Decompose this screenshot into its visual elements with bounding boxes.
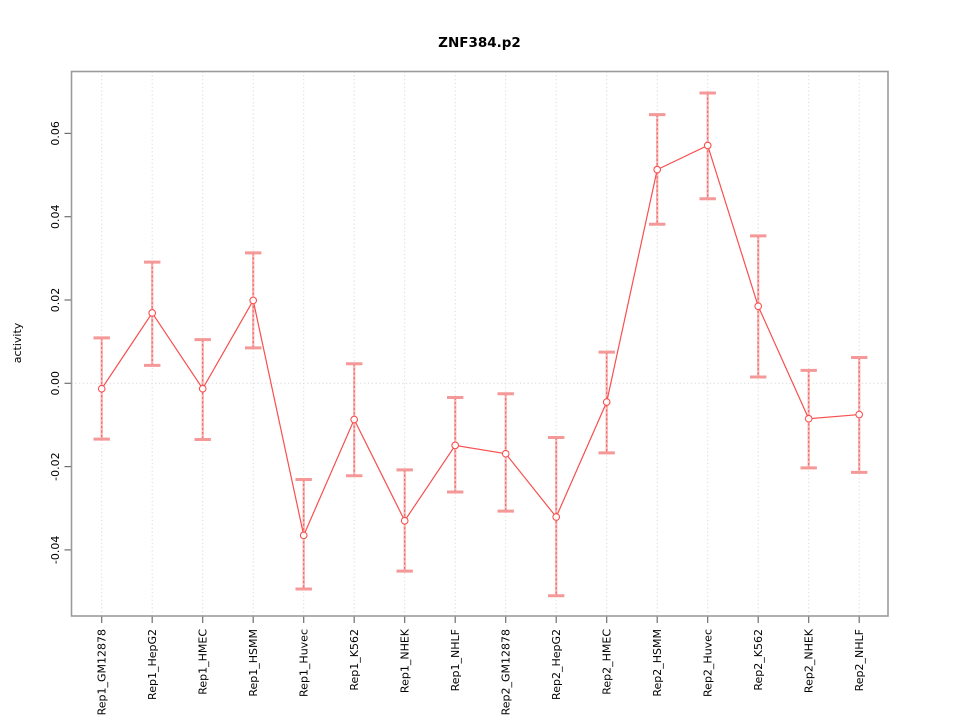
- axes-layer: 0.06 0.04 0.02 0.00 -0.02 -0.04 Rep1_GM12878 Re…: [49, 121, 866, 715]
- data-point-marker: [198, 384, 207, 393]
- plot-border: [70, 70, 889, 617]
- grid-layer: [71, 71, 888, 616]
- data-points-layer: [97, 141, 864, 540]
- y-tick-label: 0.04: [49, 204, 62, 229]
- data-point-marker: [653, 165, 662, 174]
- x-tick-label: Rep2_NHEK: [803, 628, 816, 693]
- data-point-marker: [703, 141, 712, 150]
- data-point-marker: [552, 513, 561, 521]
- x-tick-label: Rep1_K562: [348, 629, 361, 691]
- x-tick-label: Rep1_HMEC: [197, 629, 210, 695]
- data-point-marker: [451, 441, 460, 450]
- x-tick-label: Rep1_GM12878: [96, 629, 109, 715]
- x-tick-label: Rep1_HSMM: [247, 629, 260, 697]
- data-point-marker: [804, 414, 813, 423]
- series-line-layer: [101, 144, 860, 538]
- y-tick-label: 0.06: [49, 121, 62, 146]
- y-tick-label: 0.02: [49, 288, 62, 313]
- x-tick-label: Rep1_NHLF: [449, 629, 462, 691]
- data-point-marker: [350, 415, 359, 424]
- x-tick-label: Rep2_NHLF: [853, 629, 866, 691]
- data-point-marker: [249, 296, 258, 305]
- series-polyline: [101, 144, 860, 538]
- y-tick-label: 0.00: [49, 371, 62, 396]
- data-point-marker: [148, 309, 157, 317]
- data-point-marker: [754, 302, 763, 311]
- chart-title: ZNF384.p2: [438, 35, 521, 51]
- x-tick-label: Rep1_HepG2: [146, 629, 159, 700]
- data-point-marker: [400, 516, 409, 525]
- y-tick-label: -0.02: [49, 452, 62, 480]
- error-bars-layer: [93, 91, 868, 598]
- y-tick-label: -0.04: [49, 536, 62, 564]
- x-tick-label: Rep2_Huvec: [702, 629, 715, 697]
- x-tick-label: Rep2_GM12878: [500, 629, 513, 715]
- data-point-marker: [299, 531, 308, 540]
- x-tick-label: Rep2_HepG2: [550, 629, 563, 700]
- x-tick-label: Rep2_HMEC: [601, 629, 614, 695]
- data-point-marker: [501, 449, 510, 458]
- x-tick-label: Rep1_Huvec: [298, 629, 311, 697]
- data-point-marker: [855, 410, 864, 419]
- x-tick-label: Rep2_K562: [752, 629, 765, 691]
- x-tick-label: Rep2_HSMM: [651, 629, 664, 697]
- y-axis-label: activity: [11, 322, 24, 363]
- data-point-marker: [97, 384, 106, 393]
- x-tick-label: Rep1_NHEK: [399, 628, 412, 693]
- data-point-marker: [602, 398, 611, 406]
